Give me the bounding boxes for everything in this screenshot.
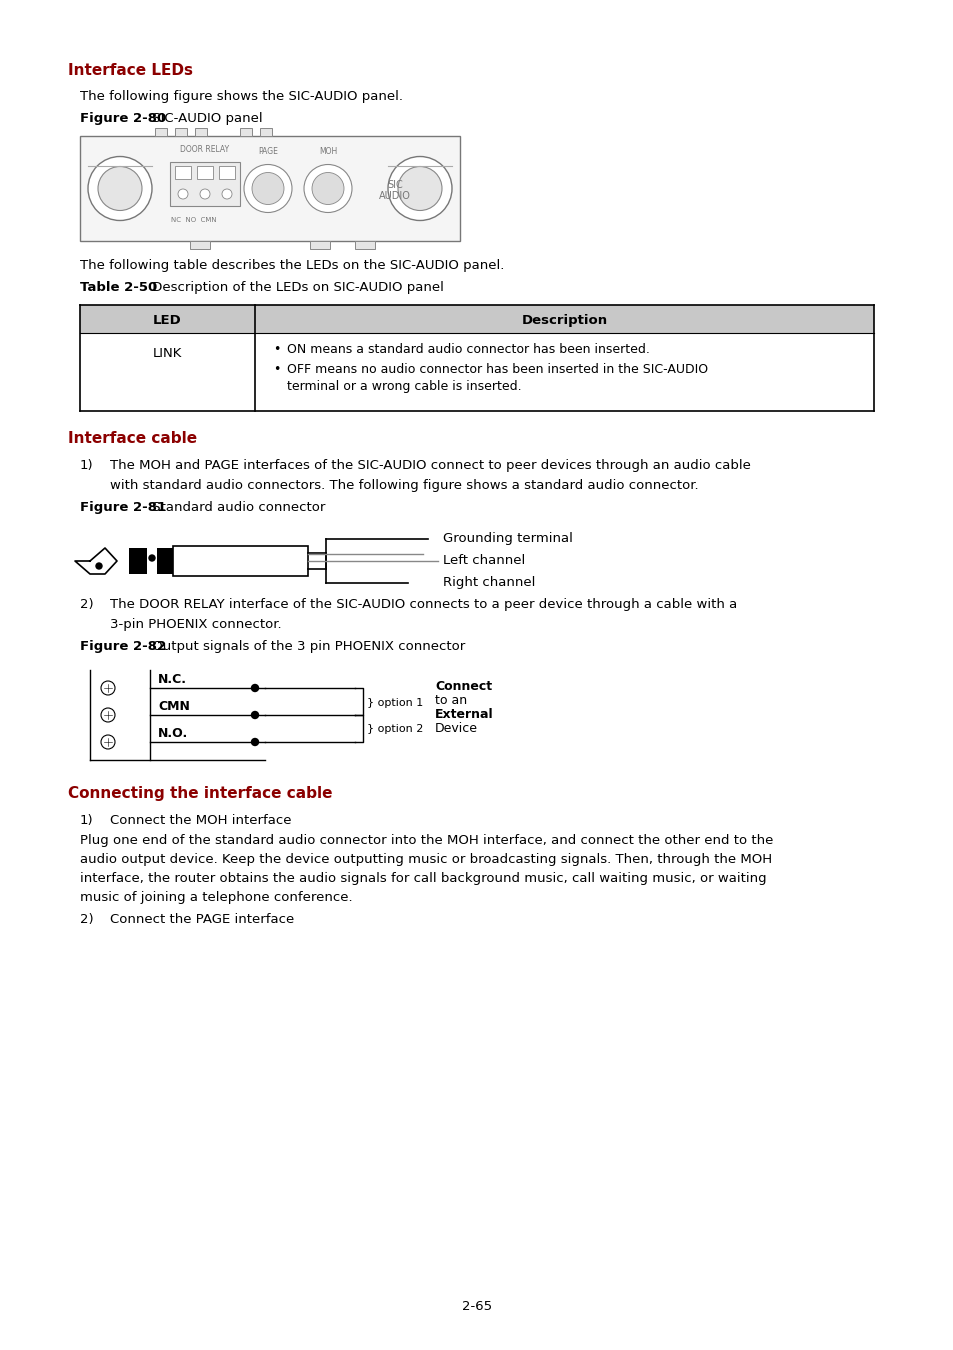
Bar bbox=[170, 162, 240, 207]
Text: Interface cable: Interface cable bbox=[68, 431, 197, 446]
Text: The following table describes the LEDs on the SIC-AUDIO panel.: The following table describes the LEDs o… bbox=[80, 259, 504, 271]
Text: OFF means no audio connector has been inserted in the SIC-AUDIO: OFF means no audio connector has been in… bbox=[287, 363, 707, 377]
Text: 1): 1) bbox=[80, 814, 93, 828]
Text: The following figure shows the SIC-AUDIO panel.: The following figure shows the SIC-AUDIO… bbox=[80, 90, 402, 103]
Circle shape bbox=[388, 157, 452, 220]
Bar bbox=[196, 166, 213, 180]
Circle shape bbox=[312, 173, 344, 204]
Bar bbox=[194, 128, 207, 136]
Bar bbox=[240, 128, 252, 136]
Circle shape bbox=[149, 555, 154, 562]
Text: CMN: CMN bbox=[158, 701, 190, 713]
Text: Connecting the interface cable: Connecting the interface cable bbox=[68, 786, 333, 801]
Text: 2-65: 2-65 bbox=[461, 1300, 492, 1314]
Bar bbox=[80, 136, 459, 242]
Text: The MOH and PAGE interfaces of the SIC-AUDIO connect to peer devices through an : The MOH and PAGE interfaces of the SIC-A… bbox=[110, 459, 750, 472]
Bar bbox=[260, 128, 272, 136]
Bar bbox=[80, 333, 873, 410]
Text: 1): 1) bbox=[80, 459, 93, 472]
Text: 3-pin PHOENIX connector.: 3-pin PHOENIX connector. bbox=[110, 618, 281, 630]
Bar bbox=[129, 548, 147, 574]
Bar bbox=[174, 166, 191, 180]
Bar bbox=[154, 128, 167, 136]
Text: Grounding terminal: Grounding terminal bbox=[442, 532, 572, 545]
Circle shape bbox=[101, 707, 115, 722]
Text: N.C.: N.C. bbox=[158, 674, 187, 686]
Bar bbox=[174, 128, 187, 136]
Circle shape bbox=[252, 738, 258, 745]
Text: to an: to an bbox=[435, 694, 467, 707]
Circle shape bbox=[174, 554, 181, 559]
Bar bbox=[147, 548, 157, 574]
Text: interface, the router obtains the audio signals for call background music, call : interface, the router obtains the audio … bbox=[80, 872, 766, 886]
Bar bbox=[219, 166, 234, 180]
Bar bbox=[355, 242, 375, 248]
Text: External: External bbox=[435, 707, 493, 721]
Circle shape bbox=[101, 680, 115, 695]
Bar bbox=[190, 242, 210, 248]
Text: Plug one end of the standard audio connector into the MOH interface, and connect: Plug one end of the standard audio conne… bbox=[80, 834, 773, 846]
Bar bbox=[172, 545, 308, 576]
Text: Right channel: Right channel bbox=[442, 576, 535, 589]
Circle shape bbox=[252, 173, 284, 204]
Text: with standard audio connectors. The following figure shows a standard audio conn: with standard audio connectors. The foll… bbox=[110, 479, 698, 491]
Text: } option 2: } option 2 bbox=[367, 725, 423, 734]
Bar bbox=[117, 548, 129, 574]
Text: SIC-AUDIO panel: SIC-AUDIO panel bbox=[148, 112, 262, 126]
Circle shape bbox=[252, 711, 258, 718]
Text: Figure 2-82: Figure 2-82 bbox=[80, 640, 166, 653]
Text: Figure 2-81: Figure 2-81 bbox=[80, 501, 166, 514]
Text: Description: Description bbox=[521, 315, 607, 327]
Text: Connect: Connect bbox=[435, 680, 492, 693]
Text: Left channel: Left channel bbox=[442, 554, 525, 567]
Text: audio output device. Keep the device outputting music or broadcasting signals. T: audio output device. Keep the device out… bbox=[80, 853, 771, 865]
Text: The DOOR RELAY interface of the SIC-AUDIO connects to a peer device through a ca: The DOOR RELAY interface of the SIC-AUDI… bbox=[110, 598, 737, 612]
Circle shape bbox=[200, 189, 210, 198]
Text: Connect the PAGE interface: Connect the PAGE interface bbox=[110, 913, 294, 926]
Text: Output signals of the 3 pin PHOENIX connector: Output signals of the 3 pin PHOENIX conn… bbox=[148, 640, 465, 653]
Text: LINK: LINK bbox=[152, 347, 182, 360]
Text: Device: Device bbox=[435, 722, 477, 734]
Circle shape bbox=[96, 563, 102, 568]
Text: MOH: MOH bbox=[318, 147, 336, 157]
Circle shape bbox=[98, 166, 142, 211]
Circle shape bbox=[222, 189, 232, 198]
Text: LED: LED bbox=[153, 315, 182, 327]
Text: } option 1: } option 1 bbox=[367, 698, 423, 707]
Circle shape bbox=[304, 165, 352, 212]
Text: Interface LEDs: Interface LEDs bbox=[68, 63, 193, 78]
Text: 2): 2) bbox=[80, 598, 93, 612]
Bar bbox=[157, 548, 172, 574]
Text: AUDIO: AUDIO bbox=[378, 190, 411, 201]
Text: ON means a standard audio connector has been inserted.: ON means a standard audio connector has … bbox=[287, 343, 649, 356]
Text: N.O.: N.O. bbox=[158, 728, 188, 740]
Text: Connect the MOH interface: Connect the MOH interface bbox=[110, 814, 292, 828]
Text: Description of the LEDs on SIC-AUDIO panel: Description of the LEDs on SIC-AUDIO pan… bbox=[148, 281, 443, 294]
Circle shape bbox=[397, 166, 441, 211]
Circle shape bbox=[244, 165, 292, 212]
Text: PAGE: PAGE bbox=[258, 147, 277, 157]
Text: Standard audio connector: Standard audio connector bbox=[148, 501, 325, 514]
Text: DOOR RELAY: DOOR RELAY bbox=[180, 144, 229, 154]
Text: •: • bbox=[273, 343, 280, 356]
Text: Table 2-50: Table 2-50 bbox=[80, 281, 157, 294]
Text: NC  NO  CMN: NC NO CMN bbox=[171, 217, 216, 223]
Text: terminal or a wrong cable is inserted.: terminal or a wrong cable is inserted. bbox=[287, 379, 521, 393]
Text: Figure 2-80: Figure 2-80 bbox=[80, 112, 166, 126]
Text: 2): 2) bbox=[80, 913, 93, 926]
Circle shape bbox=[178, 189, 188, 198]
Bar bbox=[80, 305, 873, 333]
Circle shape bbox=[252, 684, 258, 691]
Text: music of joining a telephone conference.: music of joining a telephone conference. bbox=[80, 891, 353, 904]
Circle shape bbox=[88, 157, 152, 220]
Bar bbox=[310, 242, 330, 248]
Text: •: • bbox=[273, 363, 280, 377]
Text: SIC: SIC bbox=[387, 180, 402, 190]
Circle shape bbox=[101, 734, 115, 749]
